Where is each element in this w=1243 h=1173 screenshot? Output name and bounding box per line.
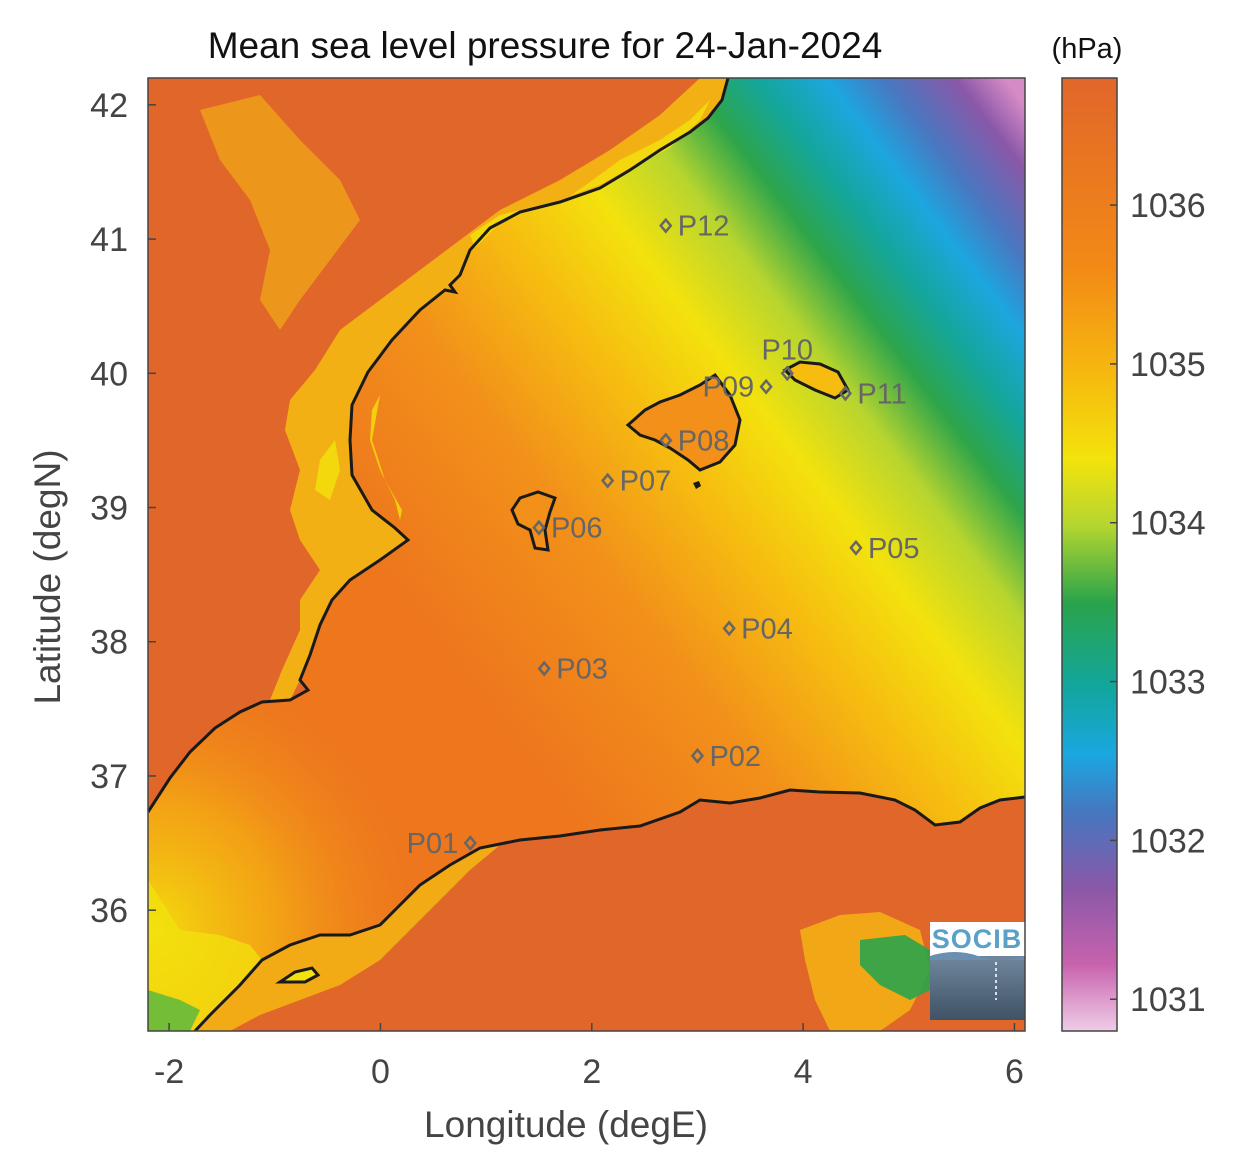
colorbar-tick-label: 1033 xyxy=(1130,664,1206,702)
station-marker xyxy=(537,660,551,677)
x-axis: -2 0 2 4 6 xyxy=(154,1023,1024,1091)
station-label: P02 xyxy=(709,741,761,773)
station-label: P01 xyxy=(407,828,459,860)
islet-alboran xyxy=(275,966,321,984)
station-label: P09 xyxy=(703,372,755,404)
y-tick-label: 40 xyxy=(90,355,128,393)
x-tick-label: 6 xyxy=(1005,1053,1024,1091)
station-marker xyxy=(659,432,673,449)
x-tick-label: 2 xyxy=(582,1053,601,1091)
station-label: P06 xyxy=(551,513,603,545)
station-p10[interactable]: P10 xyxy=(761,334,813,382)
station-marker xyxy=(849,539,863,556)
y-tick-label: 39 xyxy=(90,490,128,528)
station-label: P03 xyxy=(556,654,608,686)
y-axis-label: Latitude (degN) xyxy=(27,449,68,704)
station-label: P05 xyxy=(868,533,920,565)
x-axis-label: Longitude (degE) xyxy=(424,1104,708,1145)
colorbar-unit-label: (hPa) xyxy=(1052,33,1123,65)
pressure-field: SOCIB P01P02P03P04P05P06P07P08P09P10P11P… xyxy=(148,78,1025,1031)
coastline-iberia xyxy=(148,78,730,813)
station-marker xyxy=(532,519,546,536)
plot-frame xyxy=(147,77,1026,1032)
station-marker xyxy=(759,378,773,395)
x-tick-label: 0 xyxy=(371,1053,390,1091)
station-p12[interactable]: P12 xyxy=(659,211,730,243)
station-p02[interactable]: P02 xyxy=(690,741,761,773)
north-africa-land xyxy=(148,790,1025,1031)
station-p08[interactable]: P08 xyxy=(659,425,730,457)
station-label: P12 xyxy=(678,211,730,243)
north-africa-coastal-fringe xyxy=(195,845,500,1031)
socib-logo: SOCIB xyxy=(930,922,1025,1020)
station-p03[interactable]: P03 xyxy=(537,654,608,686)
north-africa-green-patch xyxy=(148,990,200,1031)
station-marker xyxy=(601,472,615,489)
colorbar-tick-label: 1036 xyxy=(1130,187,1206,225)
north-africa-yellow-zone xyxy=(148,880,262,1031)
y-tick-label: 37 xyxy=(90,758,128,796)
y-axis: 42 41 40 39 38 37 36 xyxy=(90,87,156,930)
north-africa-east-green xyxy=(860,935,930,1000)
y-tick-label: 38 xyxy=(90,624,128,662)
station-marker xyxy=(838,385,853,402)
colorbar-tick-label: 1031 xyxy=(1130,981,1206,1019)
station-p05[interactable]: P05 xyxy=(849,533,920,565)
y-tick-label: 36 xyxy=(90,892,128,930)
iberia-interior-ridge xyxy=(200,95,360,330)
coastline-north-africa xyxy=(193,788,1025,1031)
colorbar-ticks: 1036 1035 1034 1033 1032 1031 xyxy=(1110,187,1206,1019)
station-p09[interactable]: P09 xyxy=(703,372,773,404)
station-p07[interactable]: P07 xyxy=(601,466,672,498)
x-tick-label: 4 xyxy=(794,1053,813,1091)
station-label: P10 xyxy=(761,334,813,366)
station-marker xyxy=(722,620,736,637)
socib-logo-text: SOCIB xyxy=(932,924,1023,954)
islet-cabrera xyxy=(693,481,701,489)
station-marker xyxy=(780,365,794,382)
station-label: P11 xyxy=(857,378,906,410)
station-p11[interactable]: P11 xyxy=(838,378,907,410)
x-tick-label: -2 xyxy=(154,1053,184,1091)
y-tick-label: 42 xyxy=(90,87,128,125)
station-marker xyxy=(463,835,477,852)
station-marker xyxy=(659,217,673,234)
y-tick-label: 41 xyxy=(90,221,128,259)
iberia-coastal-fringe xyxy=(270,78,728,700)
island-ibiza xyxy=(510,490,557,552)
colorbar-gradient xyxy=(1061,77,1118,1032)
colorbar-tick-label: 1035 xyxy=(1130,346,1206,384)
colorbar: (hPa) 1036 1035 1034 1033 1032 1031 xyxy=(1052,33,1206,1032)
station-p01[interactable]: P01 xyxy=(407,828,477,860)
station-label: P07 xyxy=(620,466,672,498)
figure-title: Mean sea level pressure for 24-Jan-2024 xyxy=(208,25,883,66)
station-p06[interactable]: P06 xyxy=(532,513,603,545)
station-p04[interactable]: P04 xyxy=(722,613,793,645)
station-label: P04 xyxy=(741,613,793,645)
colorbar-tick-label: 1034 xyxy=(1130,505,1206,543)
station-label: P08 xyxy=(678,425,730,457)
station-marker xyxy=(690,747,705,764)
colorbar-tick-label: 1032 xyxy=(1130,822,1206,860)
